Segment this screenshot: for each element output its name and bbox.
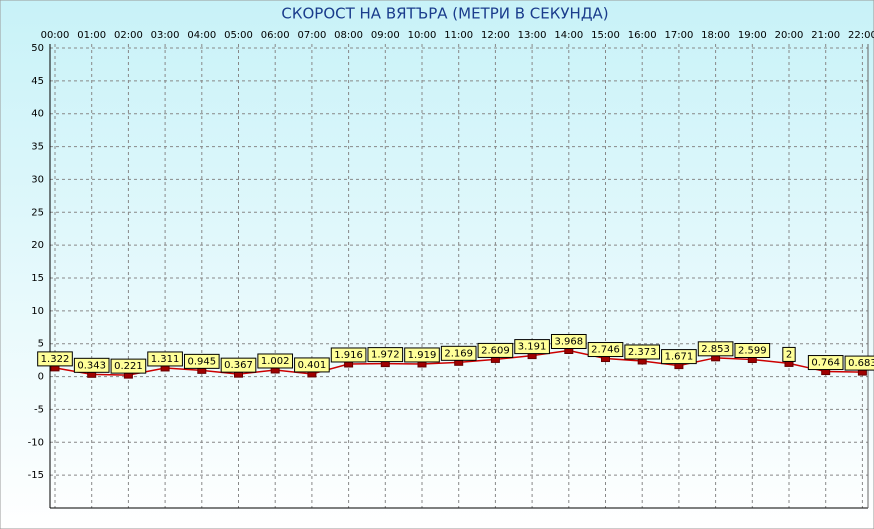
y-tick-label: 20 <box>31 240 44 251</box>
value-label-box <box>697 341 734 357</box>
value-label-box <box>294 357 330 373</box>
value-label-box <box>404 347 440 363</box>
value-label: 0.764 <box>811 358 840 369</box>
value-label: 1.919 <box>408 350 437 361</box>
y-tick-label: 10 <box>31 306 44 317</box>
chart-title: СКОРОСТ НА ВЯТЪРА (МЕТРИ В СЕКУНДА) <box>281 5 608 23</box>
value-label-box <box>110 358 147 374</box>
x-tick-label: 20:00 <box>775 30 804 41</box>
y-tick-label: 15 <box>31 273 44 284</box>
x-tick-label: 19:00 <box>738 30 767 41</box>
y-tick-label: 25 <box>31 207 44 218</box>
x-tick-label: 05:00 <box>224 30 253 41</box>
x-tick-label: 13:00 <box>518 30 547 41</box>
y-tick-label: 40 <box>31 109 44 120</box>
value-label: 2 <box>786 349 792 360</box>
value-label-box <box>844 355 874 371</box>
x-tick-label: 03:00 <box>151 30 180 41</box>
x-tick-label: 10:00 <box>408 30 437 41</box>
y-tick-label: 5 <box>38 339 44 350</box>
y-tick-label: 50 <box>31 43 44 54</box>
value-label-box <box>330 347 367 363</box>
value-label: 0.221 <box>114 361 143 372</box>
x-tick-label: 18:00 <box>701 30 730 41</box>
x-tick-label: 16:00 <box>628 30 657 41</box>
value-label-box <box>367 347 404 363</box>
x-tick-label: 02:00 <box>114 30 143 41</box>
x-tick-label: 06:00 <box>261 30 290 41</box>
y-tick-label: -5 <box>34 404 44 415</box>
value-label-box <box>624 344 661 360</box>
x-tick-label: 21:00 <box>811 30 840 41</box>
value-label: 0.367 <box>224 360 253 371</box>
value-label: 1.916 <box>334 350 363 361</box>
value-label-box <box>477 342 514 358</box>
y-tick-label: 35 <box>31 142 44 153</box>
value-label-box <box>183 353 220 369</box>
value-label: 0.343 <box>77 360 106 371</box>
y-tick-label: 45 <box>31 76 44 87</box>
x-tick-label: 14:00 <box>554 30 583 41</box>
x-tick-label: 12:00 <box>481 30 510 41</box>
value-label-box <box>440 345 477 361</box>
value-label: 2.169 <box>444 348 473 359</box>
value-label-box <box>782 346 796 362</box>
value-label: 0.945 <box>187 356 216 367</box>
x-tick-label: 15:00 <box>591 30 620 41</box>
grid <box>50 44 868 508</box>
value-label: 0.401 <box>298 360 327 371</box>
value-label-box <box>587 342 624 358</box>
x-tick-label: 11:00 <box>444 30 473 41</box>
x-tick-label: 09:00 <box>371 30 400 41</box>
value-label: 2.853 <box>701 344 730 355</box>
value-label: 2.746 <box>591 345 620 356</box>
y-tick-label: 30 <box>31 174 44 185</box>
x-tick-label: 08:00 <box>334 30 363 41</box>
x-tick-label: 01:00 <box>77 30 106 41</box>
value-label-box <box>220 357 257 373</box>
value-label-box <box>37 351 73 367</box>
value-label: 3.968 <box>554 336 583 347</box>
plot: 1.322 0.343 0.221 1.311 0.945 0.367 1.002 0.401… <box>37 333 874 379</box>
value-label: 2.373 <box>628 347 657 358</box>
value-label: 2.609 <box>481 345 510 356</box>
y-tick-label: -15 <box>28 470 44 481</box>
y-tick-label: -10 <box>28 437 44 448</box>
value-label-box <box>147 351 183 367</box>
value-label: 1.972 <box>371 350 400 361</box>
value-label-box <box>257 353 294 369</box>
value-label: 1.322 <box>41 354 70 365</box>
value-label-box <box>73 357 110 373</box>
x-tick-label: 00:00 <box>41 30 70 41</box>
value-label: 1.311 <box>151 354 180 365</box>
value-label: 1.002 <box>261 356 290 367</box>
value-label-box <box>661 349 697 365</box>
value-label: 0.683 <box>848 358 874 369</box>
value-label: 1.671 <box>665 352 694 363</box>
x-tick-label: 04:00 <box>187 30 216 41</box>
x-tick-label: 07:00 <box>297 30 326 41</box>
value-label-box <box>514 339 550 355</box>
value-label-box <box>807 355 844 371</box>
x-tick-label: 22:00 <box>848 30 874 41</box>
value-label-box <box>734 342 771 358</box>
y-tick-label: 0 <box>38 372 44 383</box>
x-tick-label: 17:00 <box>664 30 693 41</box>
value-label-box <box>550 333 587 349</box>
value-label: 3.191 <box>518 342 547 353</box>
value-label: 2.599 <box>738 345 767 356</box>
